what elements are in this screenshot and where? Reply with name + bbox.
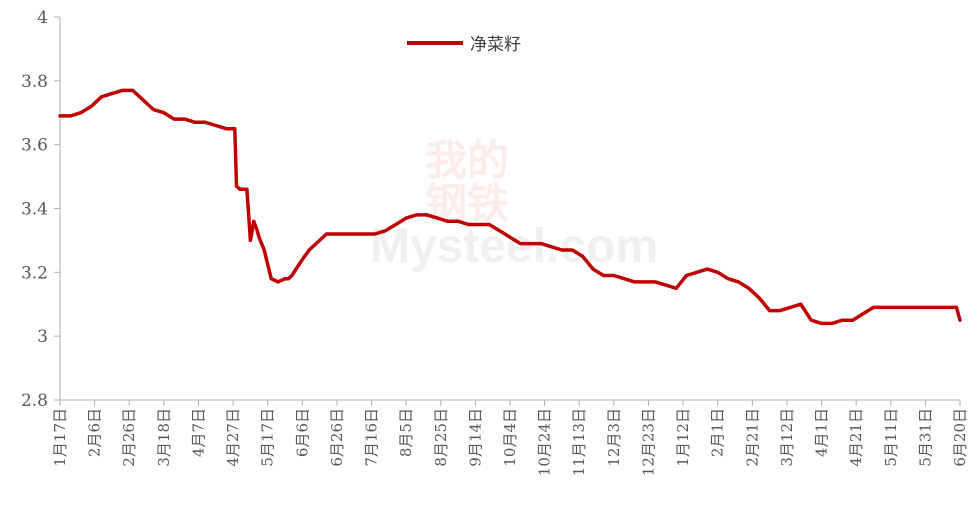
x-tick-label: 2月1日 bbox=[709, 408, 727, 457]
y-tick-label: 3.6 bbox=[21, 136, 48, 156]
x-tick-label: 10月4日 bbox=[501, 408, 519, 467]
series-line-0 bbox=[58, 88, 962, 326]
y-tick-label: 3.8 bbox=[21, 72, 48, 92]
x-tick-label: 6月6日 bbox=[293, 408, 311, 457]
x-tick-label: 4月21日 bbox=[847, 408, 865, 467]
x-tick-label: 1月12日 bbox=[674, 408, 692, 467]
x-tick-label: 9月14日 bbox=[466, 408, 484, 467]
x-tick-label: 7月16日 bbox=[363, 408, 381, 467]
x-tick-label: 2月6日 bbox=[86, 408, 104, 457]
y-tick-label: 3.2 bbox=[21, 263, 48, 283]
y-tick-label: 3.4 bbox=[21, 200, 48, 220]
y-axis-ticks: 2.8 3 3.2 3.4 3.6 3.8 4 bbox=[21, 8, 60, 411]
x-tick-label: 1月17日 bbox=[51, 408, 69, 467]
x-tick-label: 5月17日 bbox=[259, 408, 277, 467]
x-tick-label: 5月11日 bbox=[882, 408, 900, 467]
x-tick-label: 6月26日 bbox=[328, 408, 346, 467]
x-tick-label: 12月3日 bbox=[605, 408, 623, 467]
x-tick-label: 4月1日 bbox=[813, 408, 831, 457]
x-tick-label: 5月31日 bbox=[916, 408, 934, 467]
legend-label: 净菜籽 bbox=[470, 35, 521, 55]
y-tick-label: 4 bbox=[37, 8, 48, 28]
x-tick-label: 2月21日 bbox=[743, 408, 761, 467]
watermark: 我的 钢铁 Mysteel.com bbox=[370, 136, 658, 273]
x-tick-label: 3月12日 bbox=[778, 408, 796, 467]
legend: 净菜籽 bbox=[407, 35, 521, 55]
x-tick-label: 2月26日 bbox=[120, 408, 138, 467]
x-tick-label: 10月24日 bbox=[536, 408, 554, 476]
x-tick-label: 8月5日 bbox=[397, 408, 415, 457]
axes bbox=[59, 17, 960, 401]
x-tick-label: 12月23日 bbox=[639, 408, 657, 476]
y-tick-label: 3 bbox=[37, 327, 48, 347]
x-axis-ticks: 1月17日 2月6日 2月26日 3月18日 4月7日 4月27日 5月17日 6月6日 6月2… bbox=[51, 400, 969, 476]
x-tick-label: 8月25日 bbox=[432, 408, 450, 467]
series-layer bbox=[58, 88, 962, 326]
watermark-en: Mysteel.com bbox=[370, 220, 658, 273]
x-tick-label: 4月7日 bbox=[189, 408, 207, 457]
x-tick-label: 6月20日 bbox=[951, 408, 969, 467]
x-tick-label: 11月13日 bbox=[570, 408, 588, 476]
y-tick-label: 2.8 bbox=[21, 391, 48, 411]
watermark-cn-top: 我的 bbox=[425, 136, 509, 185]
x-tick-label: 3月18日 bbox=[155, 408, 173, 467]
x-tick-label: 4月27日 bbox=[224, 408, 242, 467]
